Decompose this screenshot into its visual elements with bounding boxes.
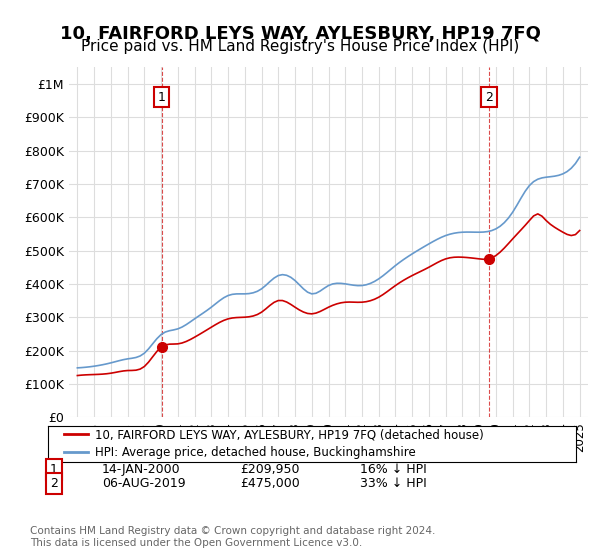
Text: £209,950: £209,950 — [240, 463, 299, 476]
Text: 14-JAN-2000: 14-JAN-2000 — [102, 463, 181, 476]
Text: 2: 2 — [485, 91, 493, 104]
Text: 16% ↓ HPI: 16% ↓ HPI — [360, 463, 427, 476]
Text: Contains HM Land Registry data © Crown copyright and database right 2024.
This d: Contains HM Land Registry data © Crown c… — [30, 526, 436, 548]
Text: 1: 1 — [50, 463, 58, 476]
Text: 33% ↓ HPI: 33% ↓ HPI — [360, 477, 427, 490]
Text: 1: 1 — [158, 91, 166, 104]
Text: 10, FAIRFORD LEYS WAY, AYLESBURY, HP19 7FQ: 10, FAIRFORD LEYS WAY, AYLESBURY, HP19 7… — [59, 25, 541, 43]
Text: Price paid vs. HM Land Registry's House Price Index (HPI): Price paid vs. HM Land Registry's House … — [81, 39, 519, 54]
Text: 2: 2 — [50, 477, 58, 490]
Legend: 10, FAIRFORD LEYS WAY, AYLESBURY, HP19 7FQ (detached house), HPI: Average price,: 10, FAIRFORD LEYS WAY, AYLESBURY, HP19 7… — [59, 424, 488, 464]
Text: 06-AUG-2019: 06-AUG-2019 — [102, 477, 185, 490]
Text: £475,000: £475,000 — [240, 477, 300, 490]
